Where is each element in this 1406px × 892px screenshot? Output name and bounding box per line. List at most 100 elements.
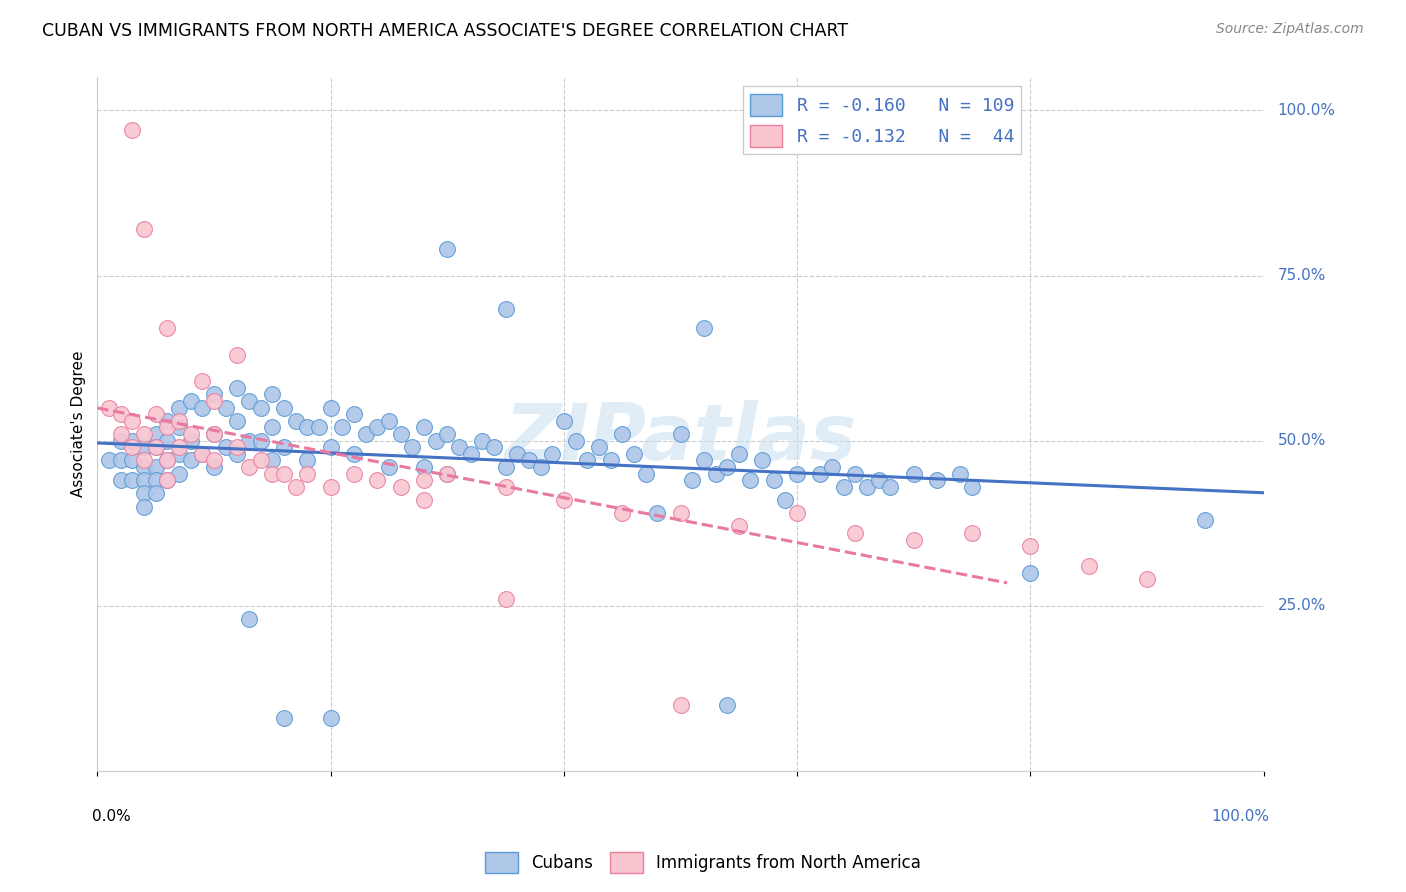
Point [156, 420, 179, 434]
Point [145, 473, 167, 487]
Point [180, 394, 202, 409]
Point [191, 447, 214, 461]
Point [821, 460, 844, 475]
Point [645, 506, 668, 520]
Point [1077, 559, 1099, 574]
Point [132, 460, 155, 475]
Point [121, 434, 143, 448]
Point [273, 711, 295, 725]
Point [132, 222, 155, 236]
Point [273, 401, 295, 415]
Point [471, 434, 494, 448]
Point [319, 480, 342, 494]
Point [669, 427, 692, 442]
Point [214, 401, 236, 415]
Point [727, 519, 749, 533]
Point [1194, 513, 1216, 527]
Point [238, 460, 260, 475]
Point [786, 467, 808, 481]
Point [319, 440, 342, 454]
Point [226, 414, 249, 428]
Point [121, 453, 143, 467]
Point [226, 381, 249, 395]
Text: CUBAN VS IMMIGRANTS FROM NORTH AMERICA ASSOCIATE'S DEGREE CORRELATION CHART: CUBAN VS IMMIGRANTS FROM NORTH AMERICA A… [42, 22, 848, 40]
Point [506, 447, 529, 461]
Point [191, 374, 214, 388]
Point [226, 447, 249, 461]
Point [517, 453, 540, 467]
Point [879, 480, 901, 494]
Text: 100.0%: 100.0% [1278, 103, 1336, 118]
Point [343, 407, 366, 421]
Text: Source: ZipAtlas.com: Source: ZipAtlas.com [1216, 22, 1364, 37]
Point [110, 407, 132, 421]
Point [436, 242, 458, 256]
Point [856, 480, 879, 494]
Point [180, 434, 202, 448]
Point [202, 427, 225, 442]
Point [132, 440, 155, 454]
Point [110, 434, 132, 448]
Point [960, 480, 983, 494]
Point [145, 427, 167, 442]
Point [167, 414, 190, 428]
Point [366, 420, 388, 434]
Legend: R = -0.160   N = 109, R = -0.132   N =  44: R = -0.160 N = 109, R = -0.132 N = 44 [742, 87, 1021, 154]
Point [319, 401, 342, 415]
Point [541, 447, 564, 461]
Point [436, 467, 458, 481]
Point [553, 493, 575, 508]
Point [98, 453, 121, 467]
Point [156, 473, 179, 487]
Point [495, 592, 517, 607]
Point [495, 301, 517, 316]
Point [132, 473, 155, 487]
Point [447, 440, 470, 454]
Point [354, 427, 377, 442]
Point [704, 467, 727, 481]
Point [191, 447, 214, 461]
Point [378, 414, 401, 428]
Point [775, 493, 797, 508]
Point [844, 467, 866, 481]
Point [297, 453, 319, 467]
Point [121, 123, 143, 137]
Point [751, 453, 773, 467]
Point [425, 434, 447, 448]
Point [249, 453, 271, 467]
Point [167, 447, 190, 461]
Point [903, 533, 925, 547]
Point [401, 440, 423, 454]
Point [132, 427, 155, 442]
Point [145, 486, 167, 500]
Point [121, 414, 143, 428]
Point [786, 506, 808, 520]
Point [262, 467, 284, 481]
Point [121, 473, 143, 487]
Point [297, 467, 319, 481]
Text: 75.0%: 75.0% [1278, 268, 1326, 283]
Point [156, 321, 179, 335]
Point [167, 467, 190, 481]
Point [436, 427, 458, 442]
Point [145, 440, 167, 454]
Point [553, 414, 575, 428]
Point [868, 473, 890, 487]
Point [156, 473, 179, 487]
Point [599, 453, 621, 467]
Point [436, 467, 458, 481]
Point [844, 526, 866, 541]
Point [180, 453, 202, 467]
Point [716, 460, 738, 475]
Point [262, 420, 284, 434]
Point [413, 473, 436, 487]
Point [98, 401, 121, 415]
Point [202, 427, 225, 442]
Point [273, 467, 295, 481]
Point [612, 506, 634, 520]
Point [156, 414, 179, 428]
Point [284, 480, 307, 494]
Point [378, 460, 401, 475]
Point [262, 453, 284, 467]
Point [927, 473, 949, 487]
